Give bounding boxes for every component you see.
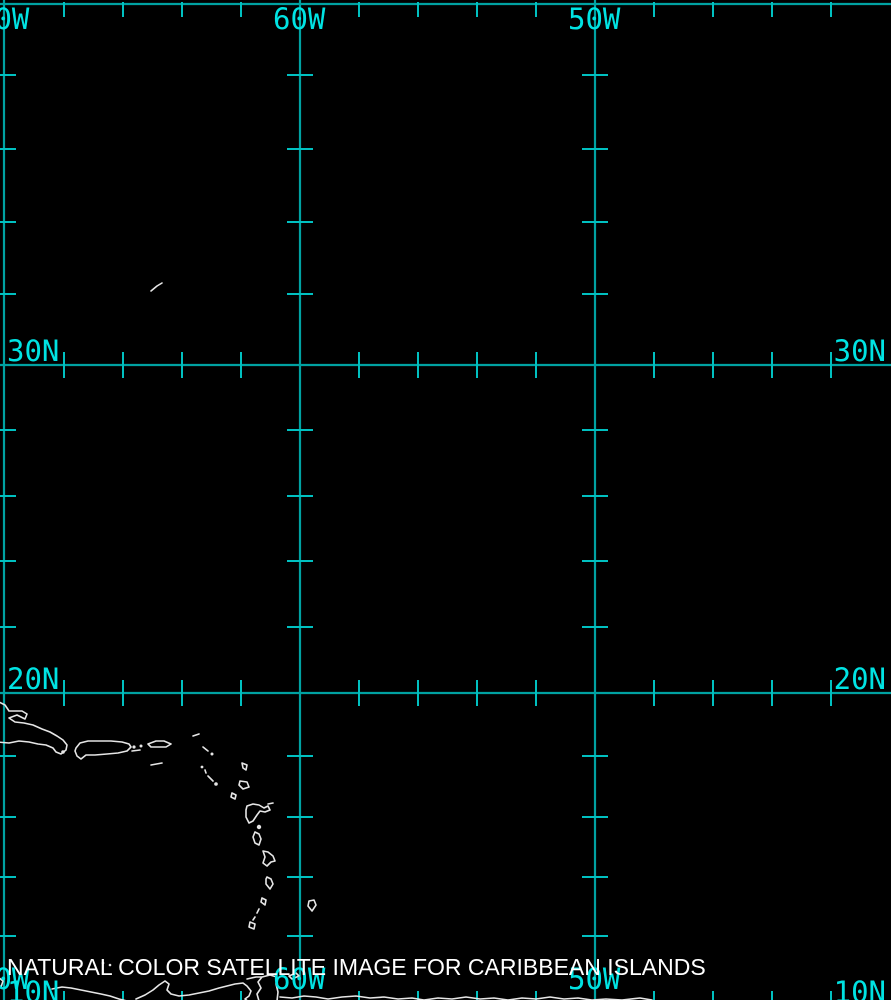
lat-label-10n-left: 10N xyxy=(7,975,60,1000)
coastline-trinidad-tobago xyxy=(246,972,300,1000)
lon-label-50w-top: 50W xyxy=(568,2,621,36)
coastline-dominica xyxy=(252,831,262,846)
lat-label-10n-right: 10N xyxy=(833,975,886,1000)
lon-label-70w-bottom: 70W xyxy=(0,962,30,996)
caption-title: NATURAL COLOR SATELLITE IMAGE FOR CARIBB… xyxy=(7,953,706,980)
coastline-puerto-rico xyxy=(74,740,132,760)
coastline-st-vincent-grenadines xyxy=(252,897,267,921)
lat-label-20n-right: 20N xyxy=(833,662,886,696)
coastline-south-america xyxy=(0,977,653,1000)
lat-label-20n-left: 20N xyxy=(7,662,60,696)
coastlines xyxy=(0,282,653,1000)
coastline-hispaniola xyxy=(0,701,68,755)
coastline-leeward-islands xyxy=(192,733,250,800)
coastline-barbados xyxy=(307,899,317,912)
lon-label-60w-bottom: 60W xyxy=(273,962,326,996)
lon-label-60w-top: 60W xyxy=(273,2,326,36)
caption-block: NATURAL COLOR SATELLITE IMAGE FOR CARIBB… xyxy=(7,911,706,1000)
coastline-virgin-islands xyxy=(131,740,172,766)
coastline-bermuda xyxy=(150,282,163,292)
coastline-st-lucia xyxy=(265,876,274,890)
lat-label-30n-left: 30N xyxy=(7,334,60,368)
lon-label-70w-top: 70W xyxy=(0,2,30,36)
graticule-ticks xyxy=(0,2,832,1000)
coastline-grenada xyxy=(248,921,256,930)
coastline-small-islets xyxy=(61,744,262,967)
coastline-guadeloupe xyxy=(245,802,274,824)
coastline-martinique xyxy=(262,850,276,867)
lon-label-50w-bottom: 50W xyxy=(568,962,621,996)
lat-label-30n-right: 30N xyxy=(833,334,886,368)
